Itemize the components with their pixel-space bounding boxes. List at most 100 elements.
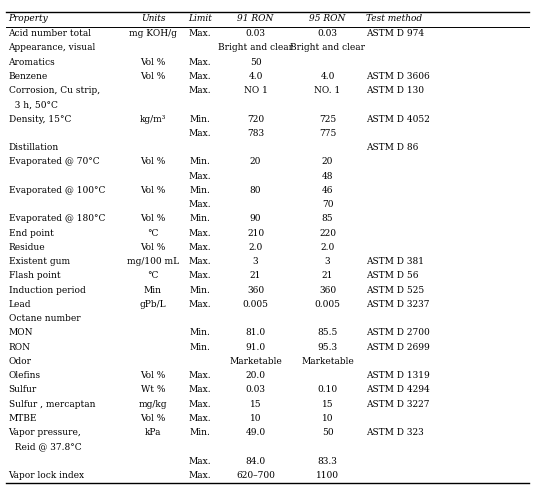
Text: Induction period: Induction period xyxy=(9,286,85,294)
Text: NO. 1: NO. 1 xyxy=(314,86,341,95)
Text: gPb/L: gPb/L xyxy=(140,300,166,309)
Text: Max.: Max. xyxy=(188,229,211,238)
Text: ASTM D 130: ASTM D 130 xyxy=(366,86,424,95)
Text: Corrosion, Cu strip,: Corrosion, Cu strip, xyxy=(9,86,100,95)
Text: 2.0: 2.0 xyxy=(248,243,263,252)
Text: °C: °C xyxy=(147,229,159,238)
Text: Max.: Max. xyxy=(188,457,211,466)
Text: Max.: Max. xyxy=(188,386,211,394)
Text: 4.0: 4.0 xyxy=(248,72,263,81)
Text: Marketable: Marketable xyxy=(229,357,282,366)
Text: Max.: Max. xyxy=(188,257,211,266)
Text: 46: 46 xyxy=(322,186,333,195)
Text: ASTM D 3606: ASTM D 3606 xyxy=(366,72,430,81)
Text: Min.: Min. xyxy=(189,157,210,167)
Text: Max.: Max. xyxy=(188,471,211,480)
Text: Vol %: Vol % xyxy=(140,186,166,195)
Text: Existent gum: Existent gum xyxy=(9,257,70,266)
Text: 20.0: 20.0 xyxy=(246,371,265,380)
Text: ASTM D 4052: ASTM D 4052 xyxy=(366,115,430,123)
Text: Sulfur , mercaptan: Sulfur , mercaptan xyxy=(9,400,95,409)
Text: Bright and clear: Bright and clear xyxy=(290,44,365,52)
Text: Min.: Min. xyxy=(189,428,210,437)
Text: Evaporated @ 100°C: Evaporated @ 100°C xyxy=(9,186,105,195)
Text: Limit: Limit xyxy=(188,14,212,23)
Text: 783: 783 xyxy=(247,129,264,138)
Text: Min.: Min. xyxy=(189,286,210,294)
Text: 0.03: 0.03 xyxy=(246,29,265,38)
Text: mg KOH/g: mg KOH/g xyxy=(129,29,177,38)
Text: 20: 20 xyxy=(250,157,261,167)
Text: 50: 50 xyxy=(250,58,261,67)
Text: 90: 90 xyxy=(250,215,261,223)
Text: 20: 20 xyxy=(322,157,333,167)
Text: 80: 80 xyxy=(250,186,261,195)
Text: Wt %: Wt % xyxy=(141,386,165,394)
Text: 3: 3 xyxy=(325,257,330,266)
Text: 85.5: 85.5 xyxy=(317,328,338,338)
Text: Vol %: Vol % xyxy=(140,243,166,252)
Text: 21: 21 xyxy=(250,271,261,280)
Text: 49.0: 49.0 xyxy=(246,428,265,437)
Text: Vol %: Vol % xyxy=(140,58,166,67)
Text: °C: °C xyxy=(147,271,159,280)
Text: ASTM D 525: ASTM D 525 xyxy=(366,286,424,294)
Text: 10: 10 xyxy=(250,414,261,423)
Text: ASTM D 381: ASTM D 381 xyxy=(366,257,424,266)
Text: Acid number total: Acid number total xyxy=(9,29,92,38)
Text: Reid @ 37.8°C: Reid @ 37.8°C xyxy=(9,442,81,451)
Text: ASTM D 2699: ASTM D 2699 xyxy=(366,343,430,352)
Text: 95.3: 95.3 xyxy=(318,343,337,352)
Text: ASTM D 56: ASTM D 56 xyxy=(366,271,418,280)
Text: mg/100 mL: mg/100 mL xyxy=(127,257,179,266)
Text: Distillation: Distillation xyxy=(9,143,59,152)
Text: 0.005: 0.005 xyxy=(243,300,269,309)
Text: 620–700: 620–700 xyxy=(236,471,275,480)
Text: Aromatics: Aromatics xyxy=(9,58,55,67)
Text: 360: 360 xyxy=(247,286,264,294)
Text: 91.0: 91.0 xyxy=(246,343,265,352)
Text: 0.005: 0.005 xyxy=(314,300,341,309)
Text: 15: 15 xyxy=(322,400,333,409)
Text: 1100: 1100 xyxy=(316,471,339,480)
Text: Max.: Max. xyxy=(188,29,211,38)
Text: Max.: Max. xyxy=(188,129,211,138)
Text: 48: 48 xyxy=(322,172,333,181)
Text: 10: 10 xyxy=(322,414,333,423)
Text: Octane number: Octane number xyxy=(9,314,80,323)
Text: 81.0: 81.0 xyxy=(246,328,265,338)
Text: 85: 85 xyxy=(322,215,333,223)
Text: Min.: Min. xyxy=(189,115,210,123)
Text: ASTM D 1319: ASTM D 1319 xyxy=(366,371,430,380)
Text: Units: Units xyxy=(141,14,165,23)
Text: NO 1: NO 1 xyxy=(244,86,268,95)
Text: Max.: Max. xyxy=(188,271,211,280)
Text: End point: End point xyxy=(9,229,53,238)
Text: 70: 70 xyxy=(322,200,333,209)
Text: Olefins: Olefins xyxy=(9,371,41,380)
Text: 15: 15 xyxy=(250,400,261,409)
Text: Vol %: Vol % xyxy=(140,414,166,423)
Text: Min.: Min. xyxy=(189,215,210,223)
Text: Vol %: Vol % xyxy=(140,215,166,223)
Text: Marketable: Marketable xyxy=(301,357,354,366)
Text: Min.: Min. xyxy=(189,343,210,352)
Text: 95 RON: 95 RON xyxy=(309,14,346,23)
Text: Vol %: Vol % xyxy=(140,157,166,167)
Text: Bright and clear: Bright and clear xyxy=(218,44,293,52)
Text: Vapor pressure,: Vapor pressure, xyxy=(9,428,81,437)
Text: Sulfur: Sulfur xyxy=(9,386,37,394)
Text: Residue: Residue xyxy=(9,243,45,252)
Text: 220: 220 xyxy=(319,229,336,238)
Text: 725: 725 xyxy=(319,115,336,123)
Text: 0.10: 0.10 xyxy=(318,386,337,394)
Text: ASTM D 974: ASTM D 974 xyxy=(366,29,424,38)
Text: Min.: Min. xyxy=(189,328,210,338)
Text: 4.0: 4.0 xyxy=(320,72,335,81)
Text: Vol %: Vol % xyxy=(140,72,166,81)
Text: ASTM D 3227: ASTM D 3227 xyxy=(366,400,429,409)
Text: Max.: Max. xyxy=(188,371,211,380)
Text: 0.03: 0.03 xyxy=(246,386,265,394)
Text: Max.: Max. xyxy=(188,172,211,181)
Text: ASTM D 2700: ASTM D 2700 xyxy=(366,328,430,338)
